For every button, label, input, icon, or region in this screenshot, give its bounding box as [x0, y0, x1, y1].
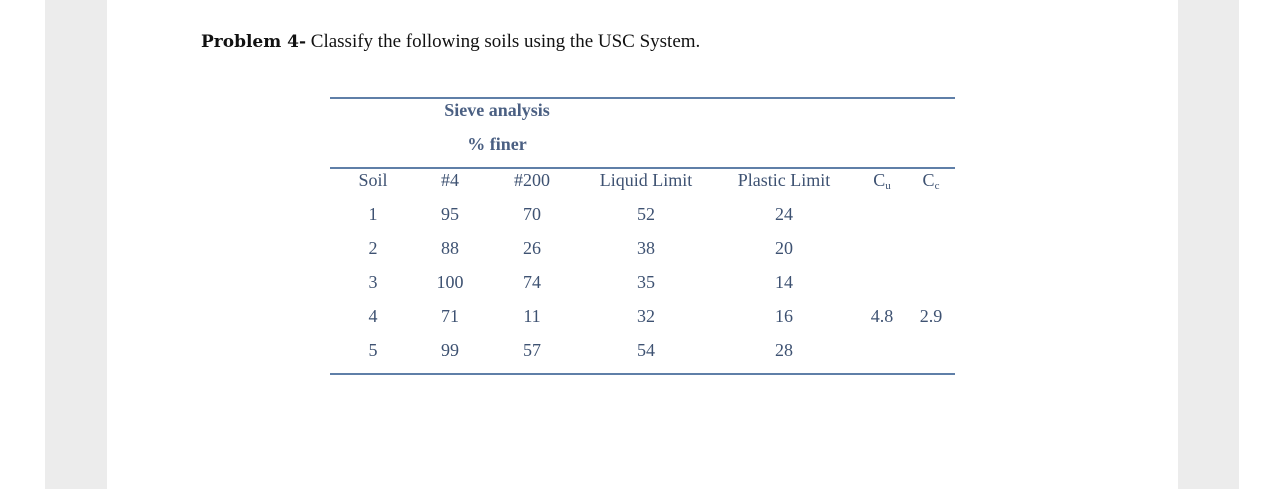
cell: 16	[775, 306, 793, 326]
group-header: Sieve analysis	[444, 100, 550, 120]
header-sub: c	[935, 180, 940, 192]
cell: 14	[775, 272, 793, 292]
cell: 52	[637, 204, 655, 224]
cell: 32	[637, 306, 655, 326]
cell: 88	[441, 238, 459, 258]
document-page	[107, 0, 1178, 489]
column-header: #200	[514, 170, 550, 190]
group-header: % finer	[467, 134, 526, 154]
problem-label: Problem 4-	[201, 32, 307, 52]
cell: 99	[441, 340, 459, 360]
cell: 3	[369, 272, 378, 292]
header-main: C	[873, 170, 885, 190]
column-header: Cc	[923, 170, 940, 191]
cell: 35	[637, 272, 655, 292]
cell: 4	[369, 306, 378, 326]
cell: 74	[523, 272, 541, 292]
cell: 4.8	[871, 306, 894, 326]
cell: 11	[523, 306, 540, 326]
cell: 100	[437, 272, 464, 292]
cell: 24	[775, 204, 793, 224]
cell: 57	[523, 340, 541, 360]
cell: 26	[523, 238, 541, 258]
cell: 70	[523, 204, 541, 224]
problem-text: Classify the following soils using the U…	[306, 31, 701, 52]
cell: 95	[441, 204, 459, 224]
problem-statement: Problem 4- Classify the following soils …	[201, 31, 700, 53]
column-header: Soil	[358, 170, 387, 190]
column-header: Cu	[873, 170, 891, 191]
column-header: Liquid Limit	[600, 170, 693, 190]
cell: 2	[369, 238, 378, 258]
column-header: Plastic Limit	[738, 170, 831, 190]
header-main: C	[923, 170, 935, 190]
column-header: #4	[441, 170, 459, 190]
cell: 5	[369, 340, 378, 360]
cell: 1	[369, 204, 378, 224]
header-sub: u	[885, 180, 891, 192]
cell: 38	[637, 238, 655, 258]
cell: 28	[775, 340, 793, 360]
cell: 71	[441, 306, 459, 326]
cell: 2.9	[920, 306, 943, 326]
cell: 20	[775, 238, 793, 258]
cell: 54	[637, 340, 655, 360]
